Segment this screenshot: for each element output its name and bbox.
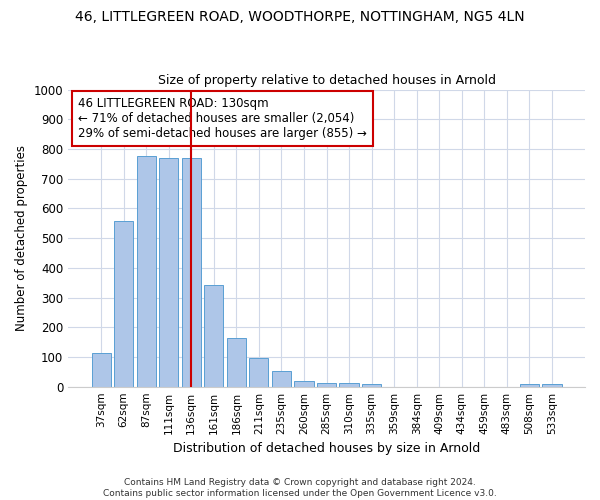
Bar: [520, 384, 539, 386]
Bar: [362, 384, 381, 386]
Bar: [340, 383, 359, 386]
Bar: [250, 358, 268, 386]
Text: Contains HM Land Registry data © Crown copyright and database right 2024.
Contai: Contains HM Land Registry data © Crown c…: [103, 478, 497, 498]
Bar: [542, 384, 562, 386]
Bar: [272, 371, 291, 386]
Bar: [114, 221, 133, 386]
Bar: [182, 158, 201, 386]
Title: Size of property relative to detached houses in Arnold: Size of property relative to detached ho…: [158, 74, 496, 87]
Bar: [137, 156, 156, 386]
Bar: [159, 158, 178, 386]
Text: 46, LITTLEGREEN ROAD, WOODTHORPE, NOTTINGHAM, NG5 4LN: 46, LITTLEGREEN ROAD, WOODTHORPE, NOTTIN…: [75, 10, 525, 24]
X-axis label: Distribution of detached houses by size in Arnold: Distribution of detached houses by size …: [173, 442, 480, 455]
Bar: [317, 383, 336, 386]
Text: 46 LITTLEGREEN ROAD: 130sqm
← 71% of detached houses are smaller (2,054)
29% of : 46 LITTLEGREEN ROAD: 130sqm ← 71% of det…: [79, 97, 367, 140]
Bar: [227, 338, 246, 386]
Bar: [204, 285, 223, 386]
Y-axis label: Number of detached properties: Number of detached properties: [15, 145, 28, 331]
Bar: [92, 353, 110, 386]
Bar: [295, 382, 314, 386]
